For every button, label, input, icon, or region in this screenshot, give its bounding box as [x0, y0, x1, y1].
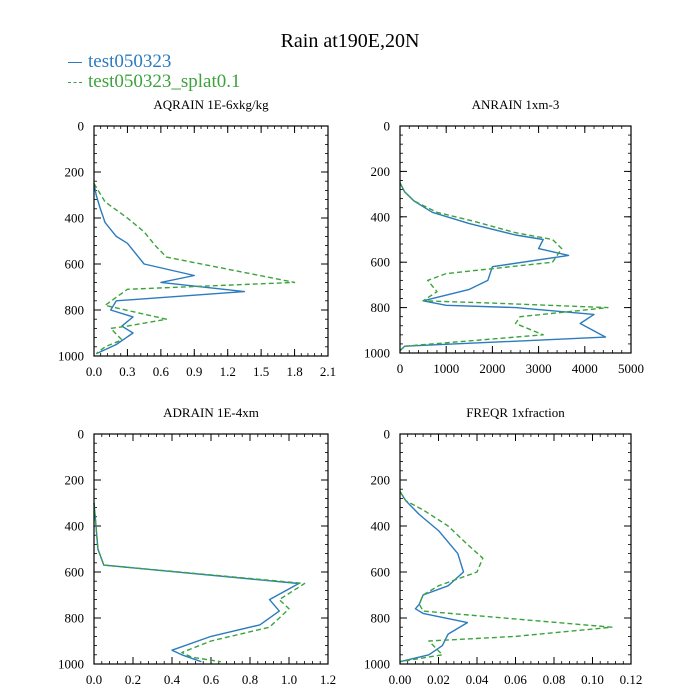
y-tick-label: 200: [371, 164, 391, 179]
panel-title: FREQR 1xfraction: [466, 405, 565, 420]
y-tick-label: 600: [371, 565, 391, 580]
legend-label-1: test050323: [88, 51, 172, 72]
y-tick-label: 400: [65, 211, 85, 226]
x-tick-label: 0.3: [119, 364, 135, 379]
plot-frame: [399, 125, 632, 354]
legend-line-2: [68, 81, 82, 83]
x-tick-label: 0.04: [466, 672, 489, 687]
series-line-test050323: [399, 182, 607, 352]
y-tick-label: 200: [65, 165, 85, 180]
y-tick-label: 600: [371, 255, 391, 270]
series-line-test050323-splat0-1: [399, 182, 609, 352]
series-line-test050323-splat0-1: [93, 183, 296, 355]
y-tick-label: 200: [65, 473, 85, 488]
y-tick-label: 400: [371, 519, 391, 534]
x-tick-label: 0.0: [86, 364, 102, 379]
y-tick-label: 800: [65, 611, 85, 626]
plot-frame: [93, 433, 329, 665]
legend-line-1: [68, 61, 82, 63]
y-tick-label: 1000: [364, 657, 390, 672]
x-tick-label: 1.0: [281, 672, 297, 687]
y-tick-label: 600: [65, 257, 85, 272]
x-tick-label: 0.2: [125, 672, 141, 687]
panel-1: AQRAIN 1E-6xkg/kg 0.0 0.3 0.6 0.9 1.2 1.5 1.8 2.…: [58, 97, 336, 379]
x-tick-label: 0.4: [164, 672, 181, 687]
y-tick-label: 0: [384, 119, 391, 134]
series-line-test050323: [93, 502, 300, 663]
x-tick-label: 0.0: [86, 672, 102, 687]
series-line-test050323: [93, 183, 246, 355]
x-tick-label: 0.8: [242, 672, 258, 687]
x-tick-label: 0.6: [203, 672, 220, 687]
panel-title: ANRAIN 1xm-3: [472, 97, 560, 112]
y-tick-label: 400: [371, 209, 391, 224]
panel-3: ADRAIN 1E-4xm 0.0 0.2 0.4 0.6 0.8 1.0 1.2 0 200 40…: [58, 405, 336, 687]
series-line-test050323-splat0-1: [93, 502, 306, 663]
y-tick-label: 600: [65, 565, 85, 580]
x-tick-label: 2.1: [320, 364, 336, 379]
x-tick-label: 0.9: [186, 364, 202, 379]
legend: test050323 test050323_splat0.1: [68, 52, 241, 92]
x-tick-label: 0.6: [153, 364, 170, 379]
x-tick-label: 0: [397, 361, 404, 376]
figure-title: Rain at190E,20N: [280, 30, 420, 52]
x-tick-label: 0.08: [543, 672, 566, 687]
x-tick-label: 1.2: [220, 364, 236, 379]
x-tick-label: 3000: [526, 361, 552, 376]
x-tick-label: 0.06: [504, 672, 527, 687]
x-tick-label: 1000: [433, 361, 459, 376]
x-tick-label: 1.5: [253, 364, 269, 379]
plot-frame: [399, 433, 632, 665]
y-tick-label: 0: [78, 427, 85, 442]
y-tick-label: 400: [65, 519, 85, 534]
panel-4: FREQR 1xfraction 0.00 0.02 0.04 0.06 0.08 0.10…: [364, 405, 642, 687]
x-tick-label: 2000: [479, 361, 505, 376]
y-tick-label: 800: [371, 611, 391, 626]
y-tick-label: 800: [65, 303, 85, 318]
y-tick-label: 1000: [364, 346, 390, 361]
x-tick-label: 0.00: [389, 672, 412, 687]
x-tick-label: 1.8: [286, 364, 302, 379]
y-tick-label: 0: [384, 427, 391, 442]
legend-label-2: test050323_splat0.1: [88, 71, 241, 92]
panel-title: ADRAIN 1E-4xm: [163, 405, 259, 420]
series-line-test050323-splat0-1: [399, 491, 613, 663]
x-tick-label: 1.2: [320, 672, 336, 687]
x-tick-label: 5000: [618, 361, 644, 376]
x-tick-label: 4000: [572, 361, 598, 376]
x-tick-label: 0.02: [427, 672, 450, 687]
panel-title: AQRAIN 1E-6xkg/kg: [153, 97, 269, 112]
y-tick-label: 1000: [58, 349, 84, 364]
y-tick-label: 800: [371, 300, 391, 315]
legend-item-1: test050323: [68, 52, 241, 72]
y-tick-label: 1000: [58, 657, 84, 672]
plot-frame: [93, 125, 329, 357]
legend-item-2: test050323_splat0.1: [68, 72, 241, 92]
y-tick-label: 200: [371, 473, 391, 488]
y-tick-label: 0: [78, 119, 85, 134]
x-tick-label: 0.12: [620, 672, 643, 687]
x-tick-label: 0.10: [581, 672, 604, 687]
panel-2: ANRAIN 1xm-3 0 1000 2000 3000 4000 5000 0 200 400…: [364, 97, 644, 376]
